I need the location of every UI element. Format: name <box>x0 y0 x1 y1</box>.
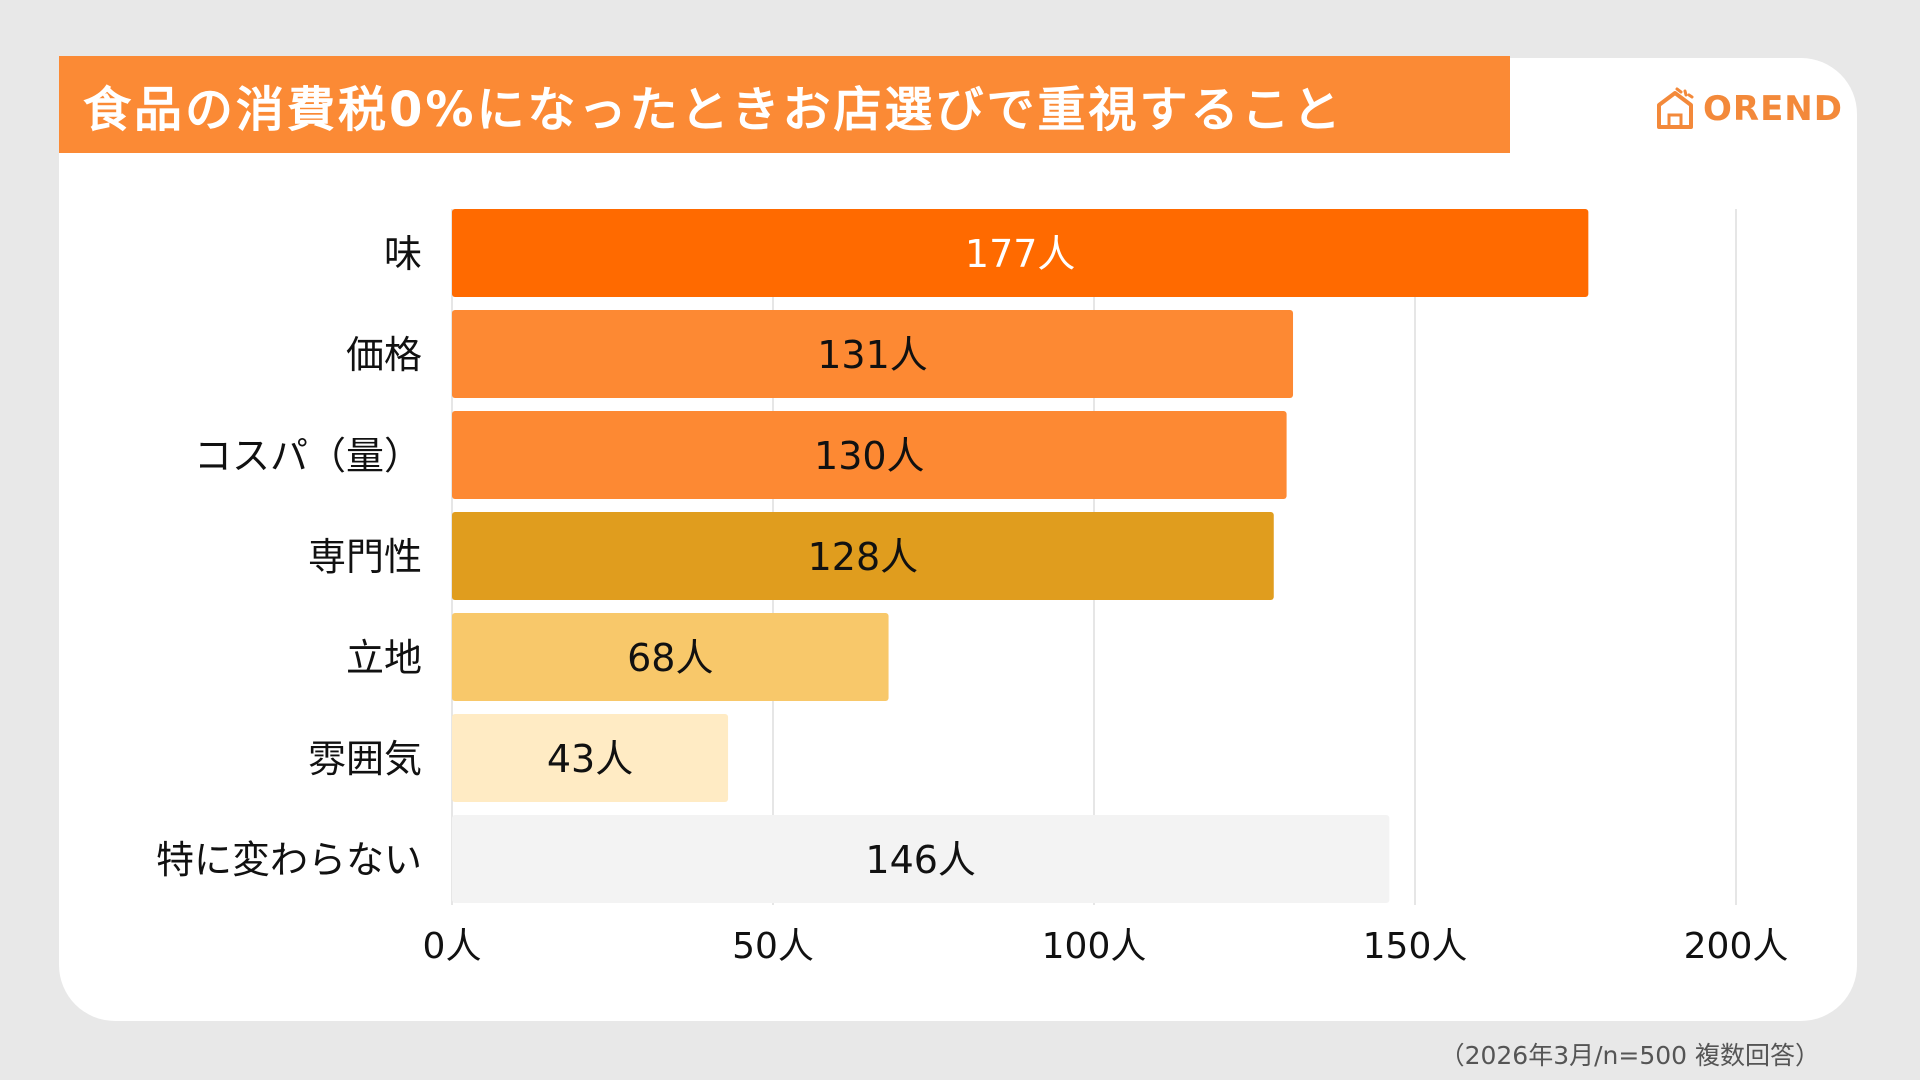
category-label: 価格 <box>346 333 422 377</box>
footnote: （2026年3月/n=500 複数回答） <box>1439 1041 1820 1070</box>
bar-value-label: 43人 <box>547 737 633 781</box>
brand-logo: OREND <box>1655 84 1843 134</box>
bar <box>452 209 1589 297</box>
bars: 177人 131人 130人 128人 68人 43人 146人 <box>452 209 1589 903</box>
chart-title: 食品の消費税0%になったときお店選びで重視すること <box>59 56 1510 153</box>
bar <box>452 310 1294 398</box>
bar-value-label: 177人 <box>965 232 1076 276</box>
x-tick-label: 200人 <box>1684 926 1789 967</box>
x-tick-label: 100人 <box>1042 926 1147 967</box>
category-label: 雰囲気 <box>308 737 422 781</box>
x-tick-label: 0人 <box>423 926 482 967</box>
bar-value-label: 128人 <box>808 535 919 579</box>
category-label: コスパ（量） <box>194 434 422 478</box>
category-label: 立地 <box>346 636 422 680</box>
bar-value-label: 130人 <box>814 434 925 478</box>
bar-value-label: 131人 <box>817 333 928 377</box>
brand-name: OREND <box>1703 89 1843 129</box>
x-tick-label: 150人 <box>1363 926 1468 967</box>
bar <box>452 714 729 802</box>
category-label: 専門性 <box>308 535 422 579</box>
bar <box>452 512 1274 600</box>
bar <box>452 411 1287 499</box>
category-label: 特に変わらない <box>156 838 422 882</box>
x-tick-label: 50人 <box>732 926 814 967</box>
bar <box>452 815 1390 903</box>
x-tick-labels: 0人 50人 100人 150人 200人 <box>423 926 1789 967</box>
bar <box>452 613 889 701</box>
house-logo-icon <box>1657 87 1694 129</box>
bar-value-label: 146人 <box>865 838 976 882</box>
category-label: 味 <box>384 232 422 276</box>
bar-value-label: 68人 <box>627 636 713 680</box>
